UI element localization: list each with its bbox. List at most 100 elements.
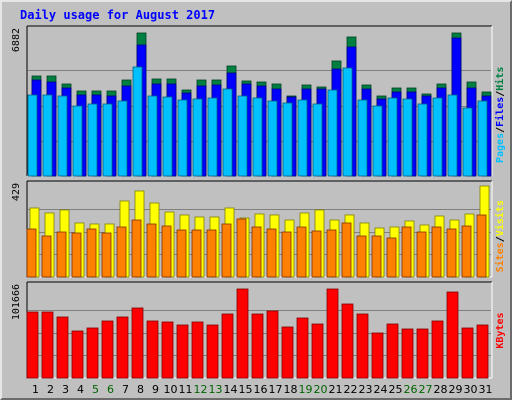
bar-kbytes-day-4 <box>71 330 84 379</box>
bar-pages-day-31 <box>477 100 488 177</box>
bar-sites-day-21 <box>326 229 337 278</box>
bar-sites-day-13 <box>206 229 217 278</box>
bar-pages-day-19 <box>297 99 308 177</box>
legend-pages: Pages <box>495 133 506 163</box>
bar-pages-day-17 <box>267 100 278 177</box>
bar-pages-day-29 <box>447 94 458 177</box>
bar-kbytes-day-11 <box>176 324 189 379</box>
bar-pages-day-3 <box>57 95 68 177</box>
bar-kbytes-day-5 <box>86 327 99 379</box>
bar-sites-day-4 <box>71 232 82 278</box>
bar-kbytes-day-13 <box>206 324 219 379</box>
bar-pages-day-20 <box>312 103 323 177</box>
bar-pages-day-28 <box>432 97 443 177</box>
bar-sites-day-3 <box>56 231 67 278</box>
bar-sites-day-30 <box>461 225 472 278</box>
legend-visits: Visits <box>494 200 506 236</box>
bar-sites-day-7 <box>116 226 127 278</box>
day-label-1: 1 <box>32 383 39 396</box>
bar-kbytes-day-22 <box>341 303 354 379</box>
bar-kbytes-day-16 <box>251 313 264 379</box>
panel-1-ymax-label: 6882 <box>11 28 22 52</box>
chart-title: Daily usage for August 2017 <box>20 8 216 22</box>
legend-separator: / <box>495 127 506 133</box>
bar-kbytes-day-8 <box>131 307 144 379</box>
bar-pages-day-16 <box>252 97 263 177</box>
bar-pages-day-14 <box>222 88 233 177</box>
bar-pages-day-15 <box>237 95 248 177</box>
bar-pages-day-4 <box>72 105 83 177</box>
day-label-31: 31 <box>479 383 493 396</box>
bar-sites-day-18 <box>281 231 292 278</box>
day-label-2: 2 <box>47 383 54 396</box>
bar-sites-day-14 <box>221 223 232 278</box>
day-label-25: 25 <box>389 383 403 396</box>
bar-kbytes-day-23 <box>356 313 369 379</box>
day-label-16: 16 <box>254 383 268 396</box>
day-label-6: 6 <box>107 383 114 396</box>
bar-kbytes-day-14 <box>221 313 234 379</box>
bar-kbytes-day-6 <box>101 320 114 379</box>
panel-3-legend: KBytes <box>495 312 506 348</box>
bar-pages-day-24 <box>372 105 383 177</box>
day-label-13: 13 <box>209 383 223 396</box>
bar-pages-day-18 <box>282 102 293 177</box>
bar-sites-day-12 <box>191 229 202 278</box>
bar-sites-day-25 <box>386 237 397 278</box>
legend-separator: / <box>495 236 506 242</box>
bar-sites-day-1 <box>26 228 37 278</box>
bar-sites-day-5 <box>86 228 97 278</box>
day-label-10: 10 <box>164 383 178 396</box>
bar-pages-day-8 <box>132 66 143 177</box>
panel-2-legend: Sites/Visits <box>494 200 506 272</box>
day-label-3: 3 <box>62 383 69 396</box>
day-label-21: 21 <box>329 383 343 396</box>
bar-kbytes-day-25 <box>386 323 399 379</box>
bar-kbytes-day-21 <box>326 288 339 379</box>
bar-kbytes-day-1 <box>26 311 39 379</box>
bar-pages-day-1 <box>27 94 38 177</box>
day-label-27: 27 <box>419 383 433 396</box>
bar-kbytes-day-24 <box>371 332 384 379</box>
bar-sites-day-20 <box>311 230 322 278</box>
bar-pages-day-9 <box>147 95 158 177</box>
day-label-12: 12 <box>194 383 208 396</box>
panel-2-ymax-label: 429 <box>11 183 22 201</box>
bar-pages-day-26 <box>402 98 413 177</box>
legend-files: Files <box>494 97 506 127</box>
day-label-28: 28 <box>434 383 448 396</box>
bar-sites-day-22 <box>341 222 352 278</box>
day-label-17: 17 <box>269 383 283 396</box>
bar-sites-day-17 <box>266 228 277 278</box>
bar-kbytes-day-31 <box>476 324 489 379</box>
bar-kbytes-day-3 <box>56 316 69 379</box>
bar-sites-day-2 <box>41 235 52 278</box>
bar-pages-day-23 <box>357 99 368 177</box>
bar-sites-day-19 <box>296 226 307 278</box>
bar-pages-day-13 <box>207 97 218 177</box>
bar-sites-day-6 <box>101 232 112 278</box>
day-label-9: 9 <box>152 383 159 396</box>
legend-kbytes: KBytes <box>495 312 506 348</box>
day-label-18: 18 <box>284 383 298 396</box>
bar-kbytes-day-19 <box>296 317 309 379</box>
bar-sites-day-9 <box>146 223 157 278</box>
bar-pages-day-25 <box>387 97 398 177</box>
day-label-24: 24 <box>374 383 388 396</box>
bar-sites-day-10 <box>161 225 172 278</box>
bar-kbytes-day-26 <box>401 328 414 379</box>
bar-kbytes-day-2 <box>41 311 54 379</box>
bar-kbytes-day-10 <box>161 321 174 379</box>
bar-kbytes-day-30 <box>461 327 474 379</box>
bar-sites-day-23 <box>356 235 367 278</box>
bar-kbytes-day-20 <box>311 323 324 379</box>
day-label-23: 23 <box>359 383 373 396</box>
day-label-11: 11 <box>179 383 193 396</box>
bar-kbytes-day-18 <box>281 326 294 379</box>
bar-pages-day-22 <box>342 67 353 177</box>
bar-kbytes-day-12 <box>191 321 204 379</box>
day-label-19: 19 <box>299 383 313 396</box>
bar-sites-day-8 <box>131 219 142 278</box>
day-label-26: 26 <box>404 383 418 396</box>
bar-pages-day-12 <box>192 98 203 177</box>
